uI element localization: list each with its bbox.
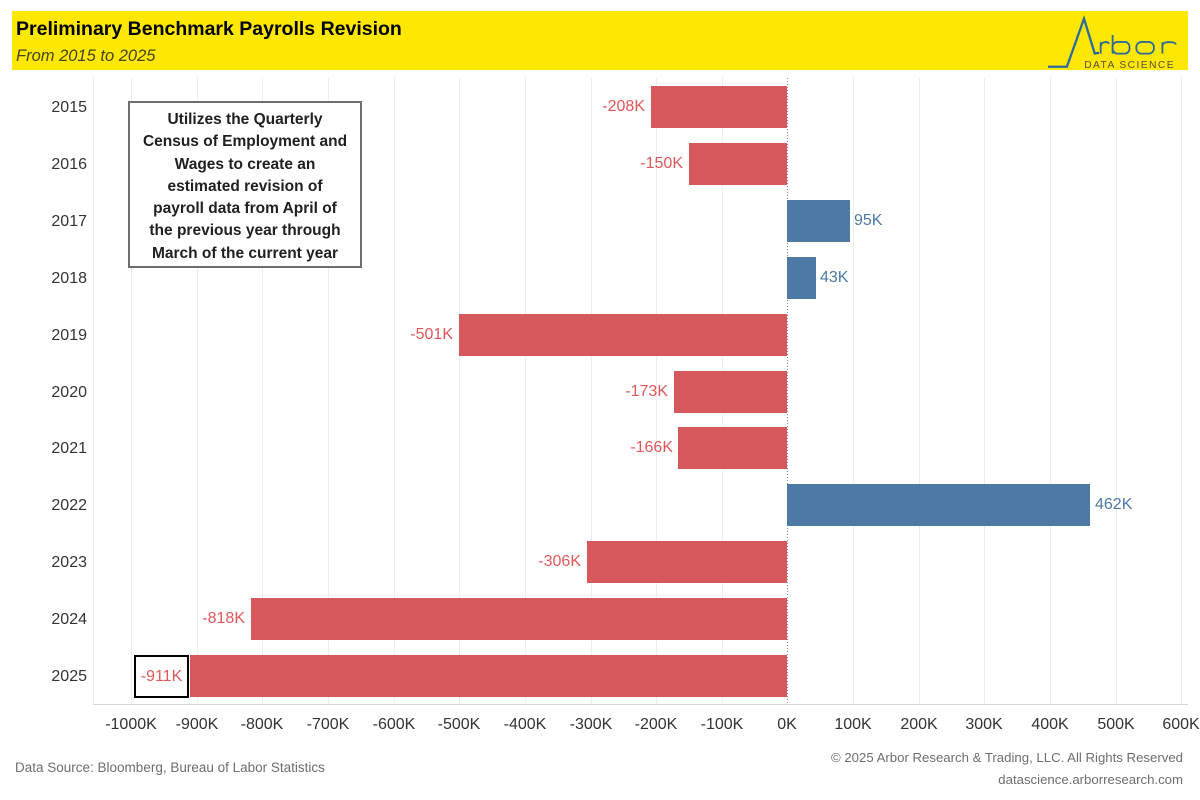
svg-text:DATA SCIENCE: DATA SCIENCE	[1084, 60, 1175, 71]
